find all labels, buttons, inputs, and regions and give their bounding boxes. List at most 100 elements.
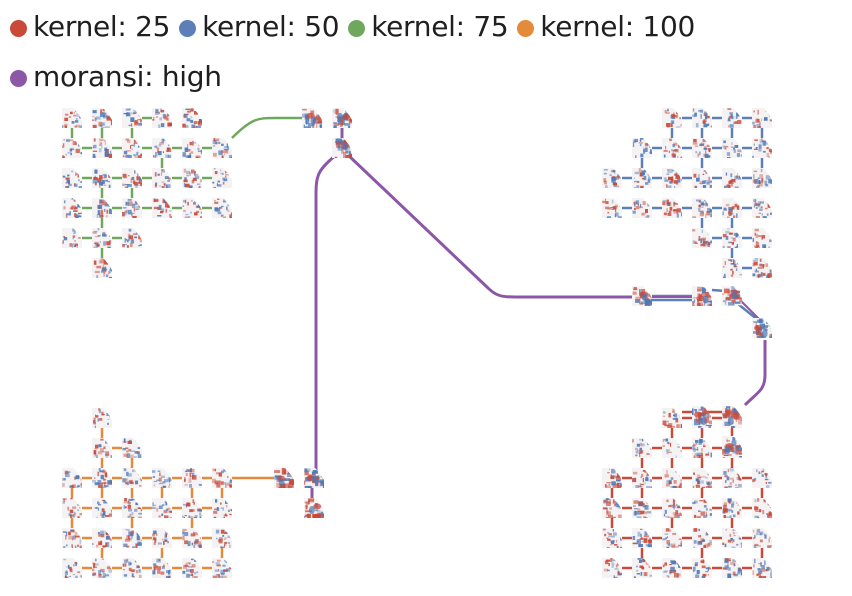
kernel-100-node[interactable] <box>122 468 145 488</box>
hub-node[interactable] <box>332 138 355 161</box>
kernel-25-node[interactable] <box>662 558 682 579</box>
kernel-75-node[interactable] <box>182 138 204 160</box>
kernel-25-node[interactable] <box>632 558 654 579</box>
kernel-75-node[interactable] <box>122 108 143 128</box>
kernel-50-node[interactable] <box>632 198 654 219</box>
kernel-100-node[interactable] <box>152 498 174 519</box>
kernel-50-node[interactable] <box>722 108 744 128</box>
kernel-100-node[interactable] <box>212 528 232 550</box>
hub-node[interactable] <box>304 498 329 523</box>
hub-node[interactable] <box>722 406 745 428</box>
hub-node[interactable] <box>722 436 745 457</box>
kernel-75-node[interactable] <box>92 258 114 280</box>
kernel-25-node[interactable] <box>692 438 715 459</box>
legend-item-kernel-75[interactable]: kernel: 75 <box>348 2 509 52</box>
kernel-50-node[interactable] <box>752 228 773 250</box>
kernel-100-node[interactable] <box>62 558 85 580</box>
kernel-100-node[interactable] <box>92 498 113 521</box>
kernel-25-node[interactable] <box>662 438 685 458</box>
kernel-100-node[interactable] <box>152 468 172 491</box>
kernel-75-node[interactable] <box>62 138 83 160</box>
kernel-75-node[interactable] <box>62 108 82 128</box>
kernel-100-node[interactable] <box>182 498 204 522</box>
kernel-25-node[interactable] <box>632 438 653 458</box>
kernel-50-node[interactable] <box>662 198 686 218</box>
kernel-100-node[interactable] <box>92 438 113 460</box>
kernel-75-node[interactable] <box>152 108 173 128</box>
kernel-100-node[interactable] <box>152 528 174 548</box>
kernel-75-node[interactable] <box>62 228 82 249</box>
kernel-100-node[interactable] <box>122 498 145 519</box>
kernel-50-node[interactable] <box>662 168 686 190</box>
kernel-25-node[interactable] <box>662 468 684 491</box>
legend-item-kernel-100[interactable]: kernel: 100 <box>517 2 695 52</box>
kernel-25-node[interactable] <box>602 528 623 550</box>
kernel-100-node[interactable] <box>212 498 234 519</box>
hub-node[interactable] <box>274 468 296 491</box>
kernel-75-node[interactable] <box>212 138 234 160</box>
kernel-50-node[interactable] <box>722 198 743 221</box>
kernel-50-node[interactable] <box>662 108 684 131</box>
kernel-25-node[interactable] <box>692 498 715 519</box>
hub-node[interactable] <box>752 318 775 341</box>
kernel-100-node[interactable] <box>212 468 235 488</box>
kernel-50-node[interactable] <box>692 168 715 189</box>
kernel-25-node[interactable] <box>752 528 774 549</box>
kernel-100-node[interactable] <box>92 408 112 429</box>
hub-node[interactable] <box>692 286 715 310</box>
legend-item-kernel-25[interactable]: kernel: 25 <box>10 2 170 52</box>
kernel-50-node[interactable] <box>752 108 773 131</box>
kernel-100-node[interactable] <box>92 558 113 580</box>
kernel-50-node[interactable] <box>602 198 622 220</box>
kernel-75-node[interactable] <box>182 198 205 220</box>
kernel-75-node[interactable] <box>122 168 144 190</box>
kernel-25-node[interactable] <box>602 468 622 490</box>
kernel-75-node[interactable] <box>212 168 234 190</box>
kernel-100-node[interactable] <box>182 468 204 488</box>
kernel-75-node[interactable] <box>92 168 112 189</box>
kernel-75-node[interactable] <box>92 198 116 219</box>
kernel-25-node[interactable] <box>632 468 655 489</box>
kernel-75-node[interactable] <box>122 198 144 220</box>
legend-item-moransi-high[interactable]: moransi: high <box>10 52 222 102</box>
hub-node[interactable] <box>632 286 654 308</box>
kernel-50-node[interactable] <box>692 198 714 219</box>
kernel-100-node[interactable] <box>182 558 202 580</box>
kernel-25-node[interactable] <box>692 558 714 578</box>
kernel-50-node[interactable] <box>722 228 743 251</box>
kernel-75-node[interactable] <box>212 198 233 221</box>
kernel-50-node[interactable] <box>752 198 774 219</box>
kernel-25-node[interactable] <box>632 528 655 548</box>
kernel-100-node[interactable] <box>122 558 142 579</box>
kernel-50-node[interactable] <box>602 168 622 189</box>
kernel-100-node[interactable] <box>122 528 144 551</box>
kernel-100-node[interactable] <box>92 528 115 551</box>
hub-node[interactable] <box>332 108 355 129</box>
kernel-25-node[interactable] <box>722 528 744 549</box>
kernel-50-node[interactable] <box>752 168 773 190</box>
kernel-75-node[interactable] <box>122 228 143 248</box>
kernel-25-node[interactable] <box>602 558 623 579</box>
kernel-50-node[interactable] <box>632 168 652 191</box>
hub-node[interactable] <box>722 286 746 308</box>
kernel-50-node[interactable] <box>692 108 713 128</box>
kernel-50-node[interactable] <box>662 138 685 160</box>
kernel-75-node[interactable] <box>152 138 175 159</box>
kernel-75-node[interactable] <box>92 138 113 160</box>
kernel-25-node[interactable] <box>692 468 713 491</box>
kernel-25-node[interactable] <box>602 498 623 522</box>
kernel-50-node[interactable] <box>752 138 773 161</box>
kernel-50-node[interactable] <box>722 168 742 189</box>
kernel-100-node[interactable] <box>182 528 205 549</box>
kernel-25-node[interactable] <box>692 528 713 549</box>
legend-item-kernel-50[interactable]: kernel: 50 <box>179 2 340 52</box>
kernel-50-node[interactable] <box>692 138 714 158</box>
kernel-75-node[interactable] <box>92 228 112 250</box>
kernel-25-node[interactable] <box>722 498 742 521</box>
kernel-100-node[interactable] <box>62 528 84 550</box>
kernel-100-node[interactable] <box>92 468 113 490</box>
kernel-25-node[interactable] <box>752 468 773 488</box>
kernel-100-node[interactable] <box>62 498 83 520</box>
kernel-25-node[interactable] <box>662 528 685 549</box>
kernel-25-node[interactable] <box>662 408 684 429</box>
